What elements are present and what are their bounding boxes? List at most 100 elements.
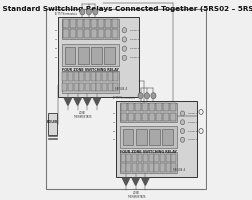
Bar: [149, 129, 160, 145]
Text: Z1: Z1: [113, 113, 115, 114]
Bar: [120, 126, 177, 148]
Bar: [112, 29, 118, 38]
Circle shape: [151, 93, 156, 99]
Circle shape: [144, 93, 150, 99]
Bar: [77, 29, 83, 38]
Bar: [108, 72, 113, 81]
Circle shape: [122, 37, 127, 42]
Bar: [166, 163, 171, 172]
Polygon shape: [122, 178, 130, 185]
Text: BOILER: BOILER: [47, 120, 58, 124]
Text: ZONE 4: ZONE 4: [188, 139, 197, 140]
Text: ZONE 3: ZONE 3: [130, 48, 139, 49]
Bar: [126, 163, 131, 172]
Text: ZONE 3: ZONE 3: [188, 131, 197, 132]
Bar: [70, 19, 76, 28]
Polygon shape: [93, 98, 101, 105]
Bar: [123, 129, 133, 145]
Circle shape: [180, 137, 185, 142]
Text: SR 504-4: SR 504-4: [115, 87, 127, 91]
Bar: [149, 113, 155, 121]
Bar: [135, 103, 141, 111]
Bar: [171, 154, 176, 162]
Bar: [68, 83, 73, 91]
Bar: [108, 83, 113, 91]
Bar: [91, 47, 102, 64]
Text: FOUR ZONE SWITCHING RELAY: FOUR ZONE SWITCHING RELAY: [120, 150, 177, 154]
Bar: [163, 129, 173, 145]
Bar: [85, 83, 90, 91]
Bar: [98, 19, 104, 28]
Bar: [160, 163, 165, 172]
Text: Z3: Z3: [113, 131, 115, 132]
Text: SR 504-4: SR 504-4: [173, 168, 185, 172]
Bar: [96, 83, 101, 91]
Bar: [96, 72, 101, 81]
Bar: [142, 103, 148, 111]
Bar: [170, 113, 176, 121]
Bar: [143, 163, 148, 172]
Text: Z2: Z2: [113, 122, 115, 123]
Text: FOUR ZONE SWITCHING RELAY: FOUR ZONE SWITCHING RELAY: [62, 68, 119, 72]
Text: ZONE 2: ZONE 2: [188, 122, 197, 123]
Polygon shape: [142, 178, 149, 185]
Bar: [74, 83, 79, 91]
Bar: [166, 154, 171, 162]
Bar: [74, 72, 79, 81]
Bar: [79, 83, 84, 91]
Text: Z1: Z1: [54, 30, 57, 31]
Circle shape: [86, 9, 91, 15]
Bar: [62, 29, 69, 38]
Bar: [116, 101, 197, 177]
Bar: [84, 19, 90, 28]
Polygon shape: [84, 98, 91, 105]
Circle shape: [122, 55, 127, 61]
Bar: [149, 103, 155, 111]
Circle shape: [138, 93, 143, 99]
Bar: [170, 103, 176, 111]
Text: ZONE
THERMOSTATS: ZONE THERMOSTATS: [73, 111, 92, 119]
Polygon shape: [132, 178, 139, 185]
Bar: [113, 83, 118, 91]
Circle shape: [122, 46, 127, 51]
Bar: [120, 152, 177, 173]
Bar: [91, 19, 97, 28]
Bar: [105, 29, 111, 38]
Bar: [154, 163, 160, 172]
Bar: [85, 72, 90, 81]
Bar: [112, 19, 118, 28]
Circle shape: [80, 9, 85, 15]
Bar: [91, 29, 97, 38]
Bar: [142, 113, 148, 121]
Polygon shape: [74, 98, 81, 105]
Bar: [135, 113, 141, 121]
Bar: [128, 113, 134, 121]
Text: Z4: Z4: [54, 57, 57, 58]
Bar: [62, 72, 68, 81]
Bar: [91, 83, 96, 91]
Bar: [149, 154, 154, 162]
Circle shape: [180, 120, 185, 125]
Text: Z4: Z4: [113, 139, 115, 140]
Bar: [120, 103, 177, 122]
Text: ZONE 1: ZONE 1: [188, 113, 197, 114]
Bar: [136, 129, 147, 145]
Bar: [58, 17, 139, 97]
Bar: [121, 113, 127, 121]
Bar: [143, 154, 148, 162]
Bar: [78, 47, 88, 64]
Text: ZONE 2: ZONE 2: [130, 39, 139, 40]
Bar: [163, 103, 169, 111]
Bar: [120, 163, 125, 172]
Circle shape: [93, 9, 98, 15]
Bar: [62, 83, 68, 91]
Text: Two Standard Switching Relays Connected Together (5RS02 – 5RS06): Two Standard Switching Relays Connected …: [0, 6, 252, 12]
Text: ZONE 4: ZONE 4: [130, 57, 139, 58]
Circle shape: [180, 128, 185, 134]
Bar: [138, 163, 142, 172]
Bar: [84, 29, 90, 38]
Bar: [79, 72, 84, 81]
Bar: [62, 44, 119, 66]
Bar: [62, 19, 69, 28]
Bar: [171, 163, 176, 172]
